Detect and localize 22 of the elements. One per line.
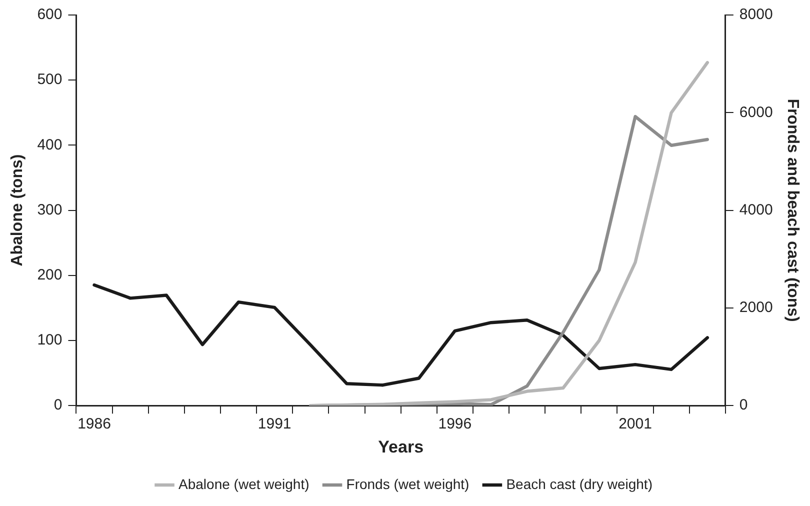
- x-axis-title: Years: [378, 437, 424, 456]
- y2-tick-label: 2000: [739, 299, 773, 316]
- legend-label: Abalone (wet weight): [178, 476, 310, 492]
- y-tick-label: 100: [37, 332, 62, 349]
- y2-tick-label: 4000: [739, 201, 773, 218]
- x-tick-label: 2001: [618, 416, 652, 433]
- y2-axis-title: Fronds and beach cast (tons): [784, 98, 801, 322]
- y-tick-label: 400: [37, 136, 62, 154]
- x-tick-label: 1991: [258, 416, 292, 433]
- y-tick-label: 200: [37, 266, 62, 284]
- x-tick-label: 1986: [78, 416, 111, 433]
- y-tick-label: 0: [54, 396, 62, 414]
- y2-tick-label: 0: [739, 396, 748, 414]
- y-tick-label: 500: [37, 71, 62, 88]
- y2-tick-label: 8000: [739, 6, 773, 24]
- y-axis-title: Abalone (tons): [9, 154, 26, 266]
- y-tick-label: 300: [37, 201, 62, 218]
- x-tick-label: 1996: [438, 416, 472, 433]
- legend-label: Fronds (wet weight): [346, 476, 470, 492]
- legend-label: Beach cast (dry weight): [506, 476, 652, 492]
- y2-tick-label: 6000: [739, 104, 773, 121]
- y-tick-label: 600: [37, 6, 62, 24]
